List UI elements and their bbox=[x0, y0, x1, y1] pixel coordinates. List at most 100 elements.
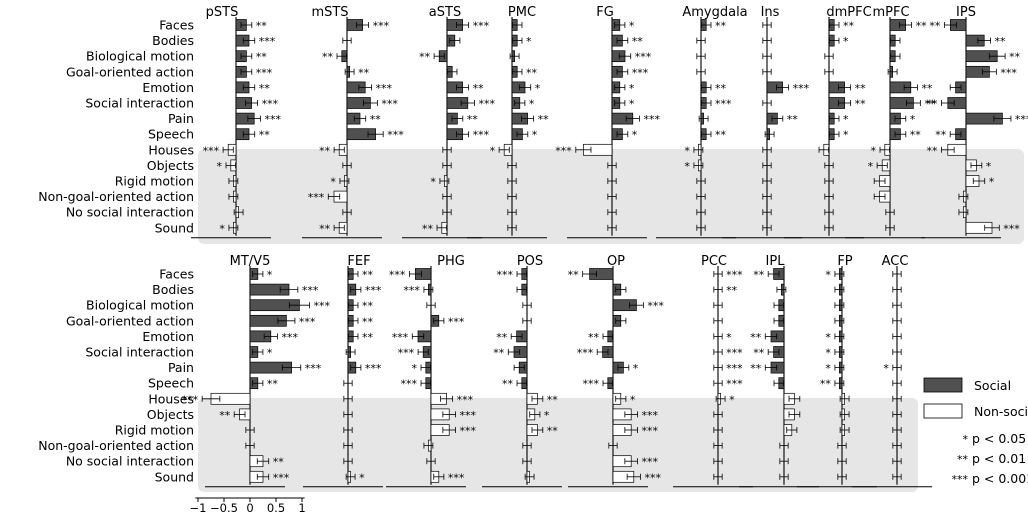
significance-mark: *** bbox=[313, 300, 330, 313]
error-bar bbox=[507, 162, 517, 169]
error-bar bbox=[516, 271, 527, 277]
category-label-objects: Objects bbox=[147, 407, 194, 422]
error-bar bbox=[834, 349, 845, 355]
error-bar bbox=[442, 146, 452, 153]
error-bar bbox=[350, 286, 362, 293]
significance-mark: * bbox=[630, 393, 636, 406]
error-bar bbox=[625, 115, 640, 122]
significance-mark: *** bbox=[647, 300, 664, 313]
error-bar bbox=[786, 427, 798, 433]
error-bar bbox=[824, 68, 834, 75]
significance-mark: *** bbox=[642, 456, 659, 469]
error-bar bbox=[607, 178, 617, 184]
error-bar bbox=[514, 100, 526, 106]
significance-mark: *** bbox=[299, 315, 316, 328]
error-bar bbox=[436, 224, 447, 231]
error-bar bbox=[696, 224, 706, 231]
error-bar bbox=[417, 349, 429, 355]
error-bar bbox=[252, 349, 264, 355]
panel-title: Amygdala bbox=[682, 5, 747, 20]
panel-op: OP*************************** bbox=[568, 254, 664, 488]
error-bar bbox=[818, 146, 829, 153]
error-bar bbox=[972, 178, 986, 184]
error-bar bbox=[713, 442, 723, 449]
error-bar bbox=[614, 84, 626, 91]
error-bar bbox=[343, 395, 353, 402]
error-bar bbox=[333, 224, 345, 231]
error-bar bbox=[624, 458, 638, 465]
error-bar bbox=[713, 458, 723, 465]
category-label-non-goal-oriented-action: Non-goal-oriented action bbox=[38, 189, 194, 204]
significance-mark: * bbox=[267, 269, 273, 282]
x-tick-label: 0.5 bbox=[267, 501, 285, 514]
significance-mark: ** bbox=[750, 331, 762, 344]
significance-mark: *** bbox=[726, 378, 743, 391]
legend-nonsocial-swatch bbox=[923, 403, 963, 419]
error-bar bbox=[788, 411, 801, 418]
significance-mark: ** bbox=[273, 456, 285, 469]
error-bar bbox=[885, 224, 895, 231]
error-bar bbox=[892, 427, 902, 433]
error-bar bbox=[892, 380, 902, 387]
error-bar bbox=[456, 22, 470, 28]
error-bar bbox=[607, 224, 617, 231]
panel-title: mPFC bbox=[872, 5, 909, 20]
error-bar bbox=[282, 364, 302, 371]
error-bar bbox=[614, 100, 626, 106]
error-bar bbox=[773, 302, 784, 309]
significance-mark: *** bbox=[448, 315, 465, 328]
error-bar bbox=[252, 271, 264, 277]
significance-mark: *** bbox=[365, 362, 382, 375]
significance-mark: ** bbox=[910, 129, 922, 142]
error-bar bbox=[890, 53, 901, 60]
error-bar bbox=[892, 473, 902, 480]
error-bar bbox=[949, 131, 962, 138]
category-label-objects: Objects bbox=[147, 158, 194, 173]
error-bar bbox=[839, 427, 850, 433]
error-bar bbox=[701, 22, 712, 28]
error-bar bbox=[608, 442, 618, 449]
error-bar bbox=[522, 442, 532, 449]
significance-mark: * bbox=[684, 144, 690, 157]
significance-mark: *** bbox=[256, 66, 273, 79]
significance-mark: ** bbox=[935, 129, 947, 142]
significance-mark: ** bbox=[787, 113, 799, 126]
error-bar bbox=[834, 317, 845, 324]
error-bar bbox=[624, 411, 638, 418]
error-bar bbox=[764, 131, 775, 138]
significance-mark: * bbox=[629, 82, 635, 95]
error-bar bbox=[353, 115, 367, 122]
significance-mark: *** bbox=[473, 20, 490, 33]
significance-mark: *** bbox=[387, 129, 404, 142]
error-bar bbox=[516, 286, 527, 293]
significance-mark: * bbox=[633, 362, 639, 375]
legend-sig001-marker: *** bbox=[952, 473, 969, 486]
significance-mark: * bbox=[529, 98, 535, 111]
error-bar bbox=[892, 349, 902, 355]
error-bar bbox=[824, 224, 834, 231]
error-bar bbox=[228, 178, 239, 184]
error-bar bbox=[616, 68, 629, 75]
significance-mark: * bbox=[843, 129, 849, 142]
error-bar bbox=[426, 458, 436, 465]
error-bar bbox=[829, 115, 840, 122]
panel-msts: mSTS************************** bbox=[302, 5, 404, 239]
error-bar bbox=[423, 442, 434, 449]
significance-mark: *** bbox=[715, 98, 732, 111]
error-bar bbox=[626, 473, 641, 480]
significance-mark: *** bbox=[1015, 113, 1028, 126]
error-bar bbox=[348, 302, 359, 309]
significance-mark: *** bbox=[308, 191, 325, 204]
error-bar bbox=[507, 224, 517, 231]
error-bar bbox=[834, 286, 845, 293]
panel-title: OP bbox=[607, 254, 625, 269]
error-bar bbox=[240, 53, 253, 60]
error-bar bbox=[892, 333, 902, 340]
panel-title: dmPFC bbox=[826, 5, 871, 20]
error-bar bbox=[624, 427, 638, 433]
error-bar bbox=[348, 317, 359, 324]
error-bar bbox=[363, 100, 378, 106]
significance-mark: ** bbox=[715, 82, 727, 95]
error-bar bbox=[762, 193, 772, 200]
